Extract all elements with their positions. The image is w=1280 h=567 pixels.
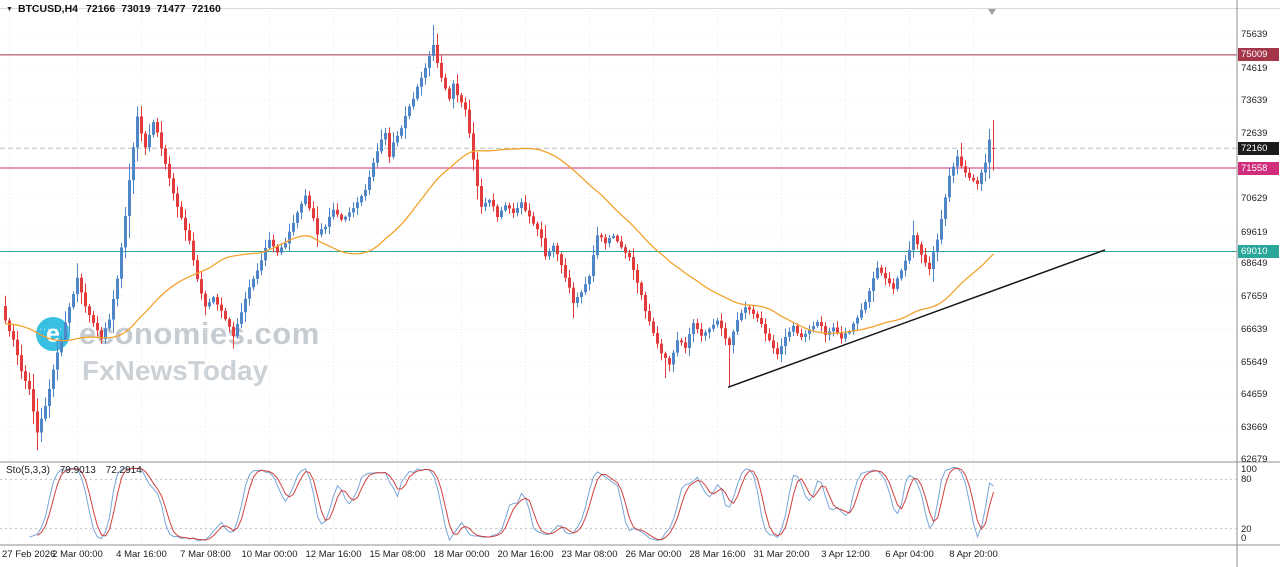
time-axis-label: 28 Mar 16:00 — [689, 549, 746, 560]
price-badge-69010: 69010 — [1238, 245, 1279, 259]
ohlc-high: 73019 — [121, 3, 151, 15]
price-badge-72160: 72160 — [1238, 141, 1279, 155]
indicator-value-main: 79.9013 — [59, 465, 96, 476]
time-axis-label: 18 Mar 00:00 — [433, 549, 490, 560]
time-axis-label: 20 Mar 16:00 — [497, 549, 554, 560]
time-axis-label: 27 Feb 2026 — [2, 549, 56, 560]
symbol-timeframe: BTCUSD,H4 — [17, 3, 79, 15]
price-axis-label: 67659 — [1241, 290, 1268, 302]
time-axis-label: 26 Mar 00:00 — [625, 549, 682, 560]
time-axis-label: 12 Mar 16:00 — [305, 549, 362, 560]
symbol-dropdown-icon[interactable]: ▼ — [6, 5, 13, 13]
price-axis-label: 66639 — [1241, 324, 1268, 336]
price-axis-label: 65649 — [1241, 356, 1268, 368]
time-axis-label: 15 Mar 08:00 — [369, 549, 426, 560]
indicator-label: Sto(5,3,3) 79.9013 72.2914 — [6, 465, 149, 476]
watermark-line1: economies.com — [79, 316, 320, 351]
price-axis-label: 68649 — [1241, 258, 1268, 270]
price-axis-label: 74619 — [1241, 62, 1268, 74]
ohlc-close: 72160 — [191, 3, 221, 15]
price-axis-label: 69619 — [1241, 226, 1268, 238]
price-badge-75009: 75009 — [1238, 48, 1279, 62]
time-axis-label: 2 Mar 00:00 — [52, 549, 103, 560]
time-axis-label: 4 Mar 16:00 — [116, 549, 167, 560]
chart-header: ▼ BTCUSD,H4 72166 73019 71477 72160 — [6, 3, 227, 15]
price-axis[interactable]: 75639 74619 73639 72639 70629 69619 68649 67659… — [1237, 0, 1280, 567]
watermark: e economies.com FxNewsToday — [36, 316, 320, 387]
indicator-axis-label: 0 — [1241, 533, 1247, 544]
watermark-line2: FxNewsToday — [82, 355, 269, 386]
time-axis-label: 8 Apr 20:00 — [949, 549, 998, 560]
price-axis-label: 64659 — [1241, 389, 1268, 401]
price-axis-label: 62679 — [1241, 454, 1268, 466]
indicator-name: Sto(5,3,3) — [6, 465, 50, 476]
time-axis[interactable]: 27 Feb 2026 2 Mar 00:00 4 Mar 16:00 7 Mar 0… — [0, 545, 1237, 567]
time-axis-label: 31 Mar 20:00 — [753, 549, 810, 560]
price-axis-label: 63669 — [1241, 421, 1268, 433]
ohlc-low: 71477 — [156, 3, 186, 15]
price-axis-label: 70629 — [1241, 193, 1268, 205]
indicator-axis-label: 80 — [1241, 474, 1252, 486]
indicator-value-signal: 72.2914 — [105, 465, 142, 476]
time-axis-label: 23 Mar 08:00 — [561, 549, 618, 560]
indicator-axis-label: 100 — [1241, 464, 1257, 475]
indicator-axis-label: 20 — [1241, 523, 1252, 535]
time-axis-label: 7 Mar 08:00 — [180, 549, 231, 560]
price-axis-label: 75639 — [1241, 29, 1268, 41]
time-axis-label: 6 Apr 04:00 — [885, 549, 934, 560]
price-axis-label: 72639 — [1241, 127, 1268, 139]
price-badge-71558: 71558 — [1238, 161, 1279, 175]
ohlc-open: 72166 — [86, 3, 116, 15]
time-axis-label: 3 Apr 12:00 — [821, 549, 870, 560]
time-axis-label: 10 Mar 00:00 — [241, 549, 298, 560]
price-axis-label: 73639 — [1241, 94, 1268, 106]
